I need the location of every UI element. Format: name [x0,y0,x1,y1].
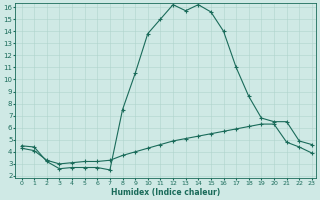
X-axis label: Humidex (Indice chaleur): Humidex (Indice chaleur) [111,188,220,197]
